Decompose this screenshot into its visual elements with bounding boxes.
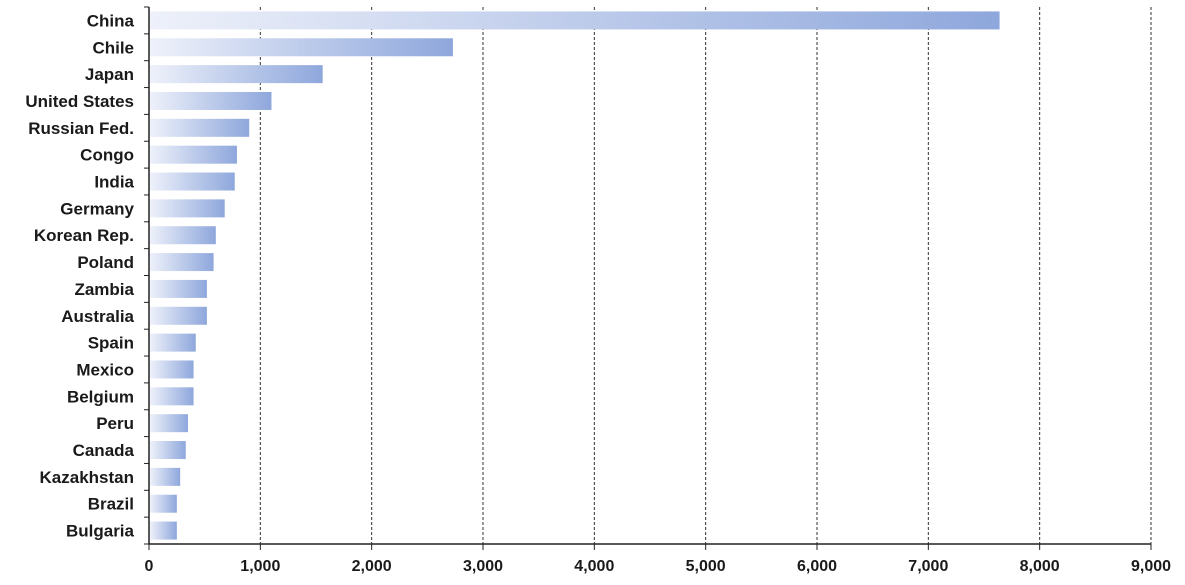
axes — [144, 6, 1152, 550]
category-label: Congo — [80, 146, 134, 165]
category-label: Germany — [60, 199, 134, 218]
x-tick-label: 2,000 — [352, 558, 392, 575]
category-label: Australia — [61, 307, 134, 326]
bar-korean-rep — [150, 226, 216, 245]
bar-zambia — [150, 279, 207, 298]
category-label: Russian Fed. — [28, 119, 134, 138]
x-tick-label: 4,000 — [574, 558, 614, 575]
category-label: Belgium — [67, 387, 134, 406]
bar-peru — [150, 414, 188, 433]
bar-chile — [150, 38, 453, 57]
category-label: Spain — [88, 334, 134, 353]
category-label: Chile — [92, 38, 134, 57]
bar-congo — [150, 145, 237, 164]
category-label: India — [94, 173, 134, 192]
category-label: Korean Rep. — [34, 226, 134, 245]
bar-australia — [150, 306, 207, 325]
category-label: Brazil — [88, 495, 134, 514]
bar-brazil — [150, 494, 177, 513]
x-tick-label: 9,000 — [1131, 558, 1171, 575]
category-label: Kazakhstan — [40, 468, 134, 487]
bar-united-states — [150, 91, 272, 110]
category-label: Peru — [96, 414, 134, 433]
bar-india — [150, 172, 235, 191]
category-label: China — [87, 11, 135, 30]
x-tick-label: 7,000 — [908, 558, 948, 575]
category-label: United States — [25, 92, 134, 111]
bar-canada — [150, 441, 186, 460]
x-tick-labels: 0 1,000 2,000 3,000 4,000 5,000 6,000 7,000 8,00… — [145, 558, 1172, 575]
x-tick-label: 0 — [145, 558, 154, 575]
bar-belgium — [150, 387, 194, 406]
gridlines — [259, 7, 1152, 544]
x-tick-label: 8,000 — [1020, 558, 1060, 575]
category-label: Japan — [85, 65, 134, 84]
category-label: Mexico — [76, 360, 134, 379]
bar-spain — [150, 333, 196, 352]
bar-mexico — [150, 360, 194, 379]
category-label: Zambia — [74, 280, 134, 299]
x-tick-label: 5,000 — [686, 558, 726, 575]
bar-japan — [150, 65, 323, 84]
bar-russian-fed — [150, 118, 250, 137]
bar-germany — [150, 199, 225, 218]
category-label: Canada — [73, 441, 135, 460]
bars — [150, 11, 1000, 540]
x-tick-label: 1,000 — [240, 558, 280, 575]
category-label: Bulgaria — [66, 522, 135, 541]
x-tick-label: 6,000 — [797, 558, 837, 575]
category-label: Poland — [77, 253, 134, 272]
x-tick-label: 3,000 — [463, 558, 503, 575]
bar-poland — [150, 253, 214, 272]
bar-kazakhstan — [150, 467, 181, 486]
bar-china — [150, 11, 1000, 30]
bar-bulgaria — [150, 521, 177, 540]
category-labels: China Chile Japan United States Russian Fed.… — [25, 11, 134, 540]
